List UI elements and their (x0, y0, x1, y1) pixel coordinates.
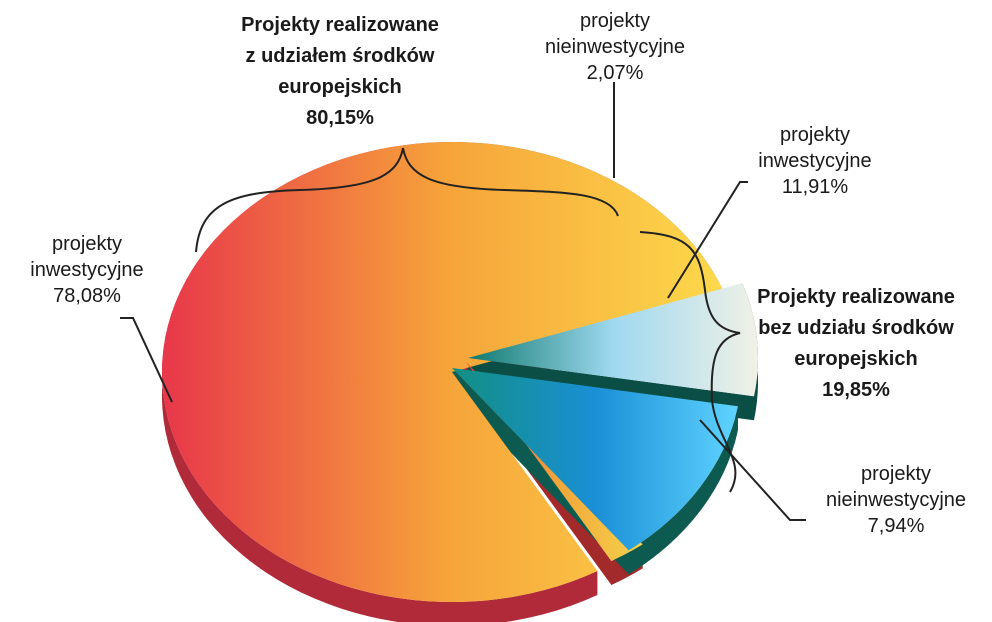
label-line: projekty (51, 233, 123, 255)
group-line: z udziałem środków (245, 45, 435, 67)
label-noneu-investment: projekty inwestycyjne 11,91% (720, 122, 910, 200)
brace-non-eu (639, 231, 741, 493)
label-line: nieinwestycyjne (544, 36, 686, 58)
group-braces (195, 147, 741, 493)
group-label-non-eu-funded: Projekty realizowane bez udziału środków… (720, 282, 992, 406)
group-value: 80,15% (306, 107, 374, 129)
label-eu-investment: projekty inwestycyjne 78,08% (8, 231, 166, 309)
group-value: 19,85% (822, 379, 890, 401)
slice-0 (161, 141, 727, 602)
group-line: Projekty realizowane (757, 286, 955, 308)
label-line: inwestycyjne (758, 150, 872, 172)
group-line: Projekty realizowane (241, 14, 439, 36)
slice-tops (161, 141, 758, 602)
label-line: projekty (579, 10, 651, 32)
label-value: 2,07% (586, 62, 644, 84)
group-line: bez udziału środków (758, 317, 954, 339)
label-line: projekty (779, 124, 851, 146)
label-eu-noninvestment: projekty nieinwestycyjne 2,07% (510, 8, 720, 86)
label-value: 7,94% (867, 515, 925, 537)
label-value: 78,08% (53, 285, 121, 307)
leader-line-2 (667, 181, 748, 299)
label-line: nieinwestycyjne (825, 489, 967, 511)
label-line: inwestycyjne (30, 259, 144, 281)
leader-line-0 (120, 317, 173, 403)
group-line: europejskich (278, 76, 402, 98)
label-line: projekty (860, 463, 932, 485)
slice-3 (468, 283, 758, 397)
brace-eu (195, 147, 619, 253)
group-line: europejskich (794, 348, 918, 370)
group-label-eu-funded: Projekty realizowane z udziałem środków … (195, 10, 485, 134)
slice-2 (452, 368, 738, 551)
label-noneu-noninvestment: projekty nieinwestycyjne 7,94% (800, 461, 992, 539)
label-value: 11,91% (781, 176, 849, 198)
